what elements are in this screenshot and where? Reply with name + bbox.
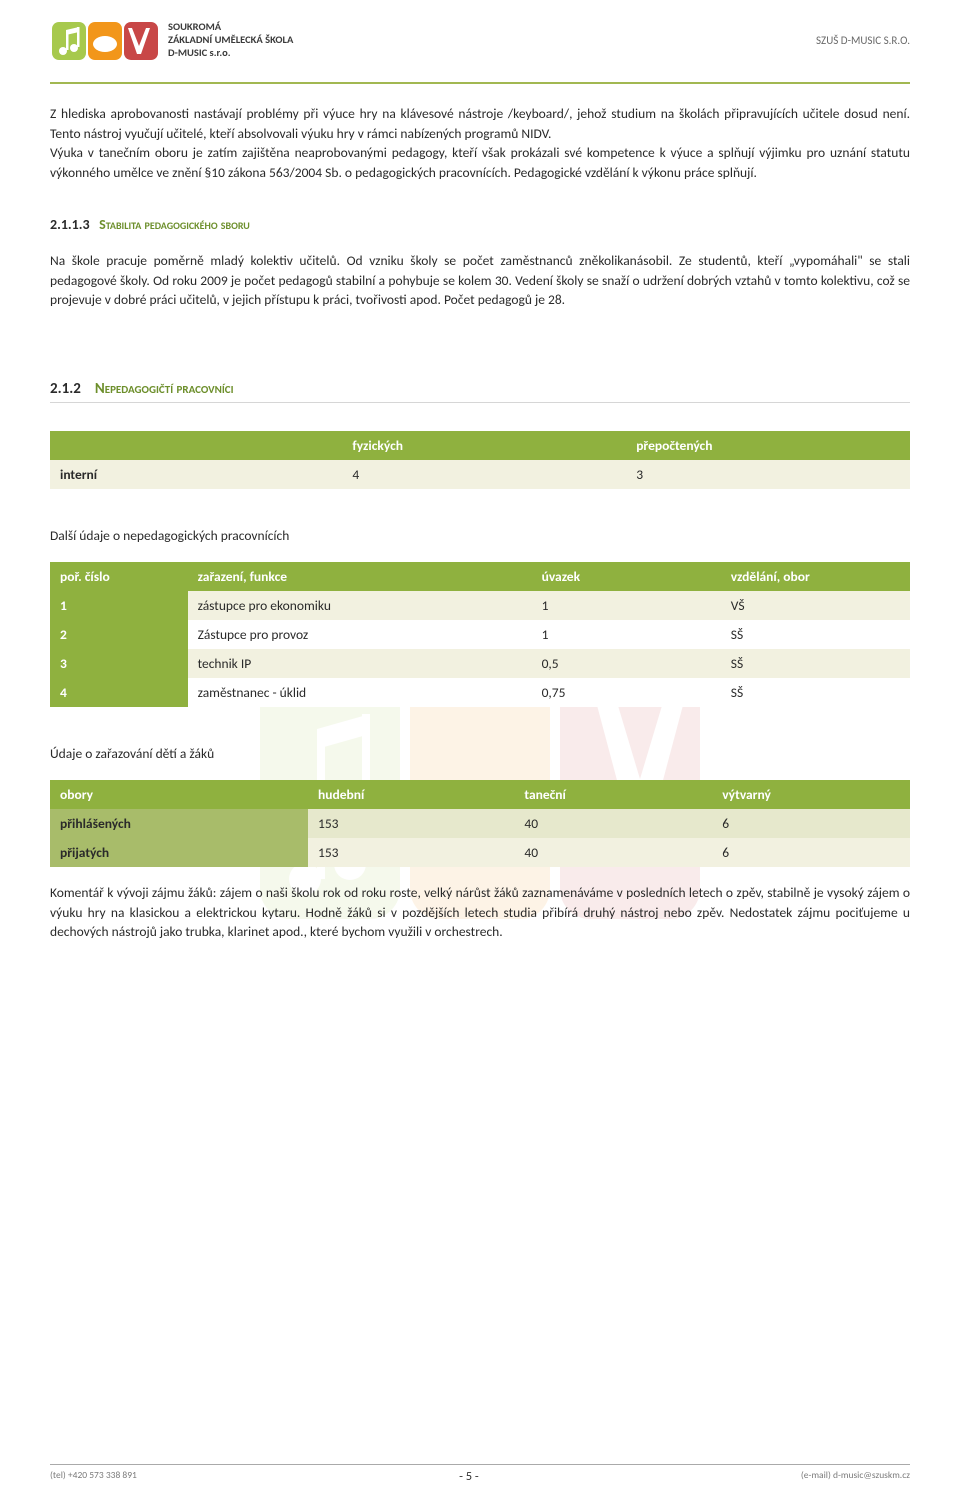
cell: VŠ <box>721 591 910 620</box>
cell: 4 <box>50 678 188 707</box>
col-uvazek: úvazek <box>532 562 721 591</box>
cell: SŠ <box>721 649 910 678</box>
cell: interní <box>50 460 342 489</box>
cell: přijatých <box>50 838 308 867</box>
footer-email: (e-mail) d-music@szuskm.cz <box>801 1469 910 1484</box>
cell: zástupce pro ekonomiku <box>188 591 532 620</box>
cell: 1 <box>532 591 721 620</box>
footer-page-number: - 5 - <box>459 1469 479 1484</box>
table-row: 4 zaměstnanec - úklid 0,75 SŠ <box>50 678 910 707</box>
logo-icon <box>50 18 160 64</box>
school-line3: D-MUSIC s.r.o. <box>168 46 293 59</box>
col-tanecni: taneční <box>514 780 712 809</box>
heading-number: 2.1.2 <box>50 380 81 398</box>
table-branches: obory hudební taneční výtvarný přihlášen… <box>50 780 910 867</box>
school-name: SOUKROMÁ ZÁKLADNÍ UMĚLECKÁ ŠKOLA D-MUSIC… <box>168 18 293 59</box>
table-row: interní 4 3 <box>50 460 910 489</box>
cell: 153 <box>308 809 514 838</box>
subhead-dalsi-udaje: Další údaje o nepedagogických pracovnící… <box>50 527 910 544</box>
cell: 3 <box>50 649 188 678</box>
table-row: 1 zástupce pro ekonomiku 1 VŠ <box>50 591 910 620</box>
table-row: 2 Zástupce pro provoz 1 SŠ <box>50 620 910 649</box>
paragraph-stabilita: Na škole pracuje poměrně mladý kolektiv … <box>50 251 910 310</box>
col-zarazeni: zařazení, funkce <box>188 562 532 591</box>
table-counts: fyzických přepočtených interní 4 3 <box>50 431 910 489</box>
paragraph-aprobovanost: Z hlediska aprobovanosti nastávají probl… <box>50 104 910 143</box>
col-hudebni: hudební <box>308 780 514 809</box>
page-footer: (tel) +420 573 338 891 - 5 - (e-mail) d-… <box>50 1464 910 1484</box>
col-obory: obory <box>50 780 308 809</box>
cell: 0,75 <box>532 678 721 707</box>
school-line2: ZÁKLADNÍ UMĚLECKÁ ŠKOLA <box>168 33 293 46</box>
paragraph-tanecni: Výuka v tanečním oboru je zatím zajištěn… <box>50 143 910 182</box>
paragraph-komentar: Komentář k vývoji zájmu žáků: zájem o na… <box>50 883 910 942</box>
cell: SŠ <box>721 678 910 707</box>
page-header: SOUKROMÁ ZÁKLADNÍ UMĚLECKÁ ŠKOLA D-MUSIC… <box>50 18 910 64</box>
col-blank <box>50 431 342 460</box>
cell: 153 <box>308 838 514 867</box>
col-prepoctenych: přepočtených <box>626 431 910 460</box>
cell: přihlášených <box>50 809 308 838</box>
table-row: přihlášených 153 40 6 <box>50 809 910 838</box>
header-rule <box>50 82 910 84</box>
subhead-zarazovani: Údaje o zařazování dětí a žáků <box>50 745 910 762</box>
table-staff: poř. číslo zařazení, funkce úvazek vzděl… <box>50 562 910 707</box>
cell: 2 <box>50 620 188 649</box>
cell: 0,5 <box>532 649 721 678</box>
cell: technik IP <box>188 649 532 678</box>
cell: Zástupce pro provoz <box>188 620 532 649</box>
table-row: přijatých 153 40 6 <box>50 838 910 867</box>
col-vzdelani: vzdělání, obor <box>721 562 910 591</box>
cell: 6 <box>712 809 910 838</box>
col-fyzickych: fyzických <box>342 431 626 460</box>
cell: 40 <box>514 838 712 867</box>
cell: 1 <box>532 620 721 649</box>
col-por-cislo: poř. číslo <box>50 562 188 591</box>
footer-tel: (tel) +420 573 338 891 <box>50 1469 137 1484</box>
cell: zaměstnanec - úklid <box>188 678 532 707</box>
header-right-text: SZUŠ D-MUSIC S.R.O. <box>816 18 910 47</box>
table-row: 3 technik IP 0,5 SŠ <box>50 649 910 678</box>
cell: 4 <box>342 460 626 489</box>
cell: 3 <box>626 460 910 489</box>
cell: SŠ <box>721 620 910 649</box>
heading-label: Stabilita pedagogického sboru <box>99 216 250 233</box>
heading-number: 2.1.1.3 <box>50 216 90 233</box>
cell: 6 <box>712 838 910 867</box>
col-vytvarny: výtvarný <box>712 780 910 809</box>
cell: 40 <box>514 809 712 838</box>
heading-label: Nepedagogičtí pracovníci <box>95 380 234 398</box>
heading-nepedagogicti: 2.1.2 Nepedagogičtí pracovníci <box>50 380 910 403</box>
cell: 1 <box>50 591 188 620</box>
school-line1: SOUKROMÁ <box>168 20 293 33</box>
heading-stabilita: 2.1.1.3 Stabilita pedagogického sboru <box>50 216 910 233</box>
